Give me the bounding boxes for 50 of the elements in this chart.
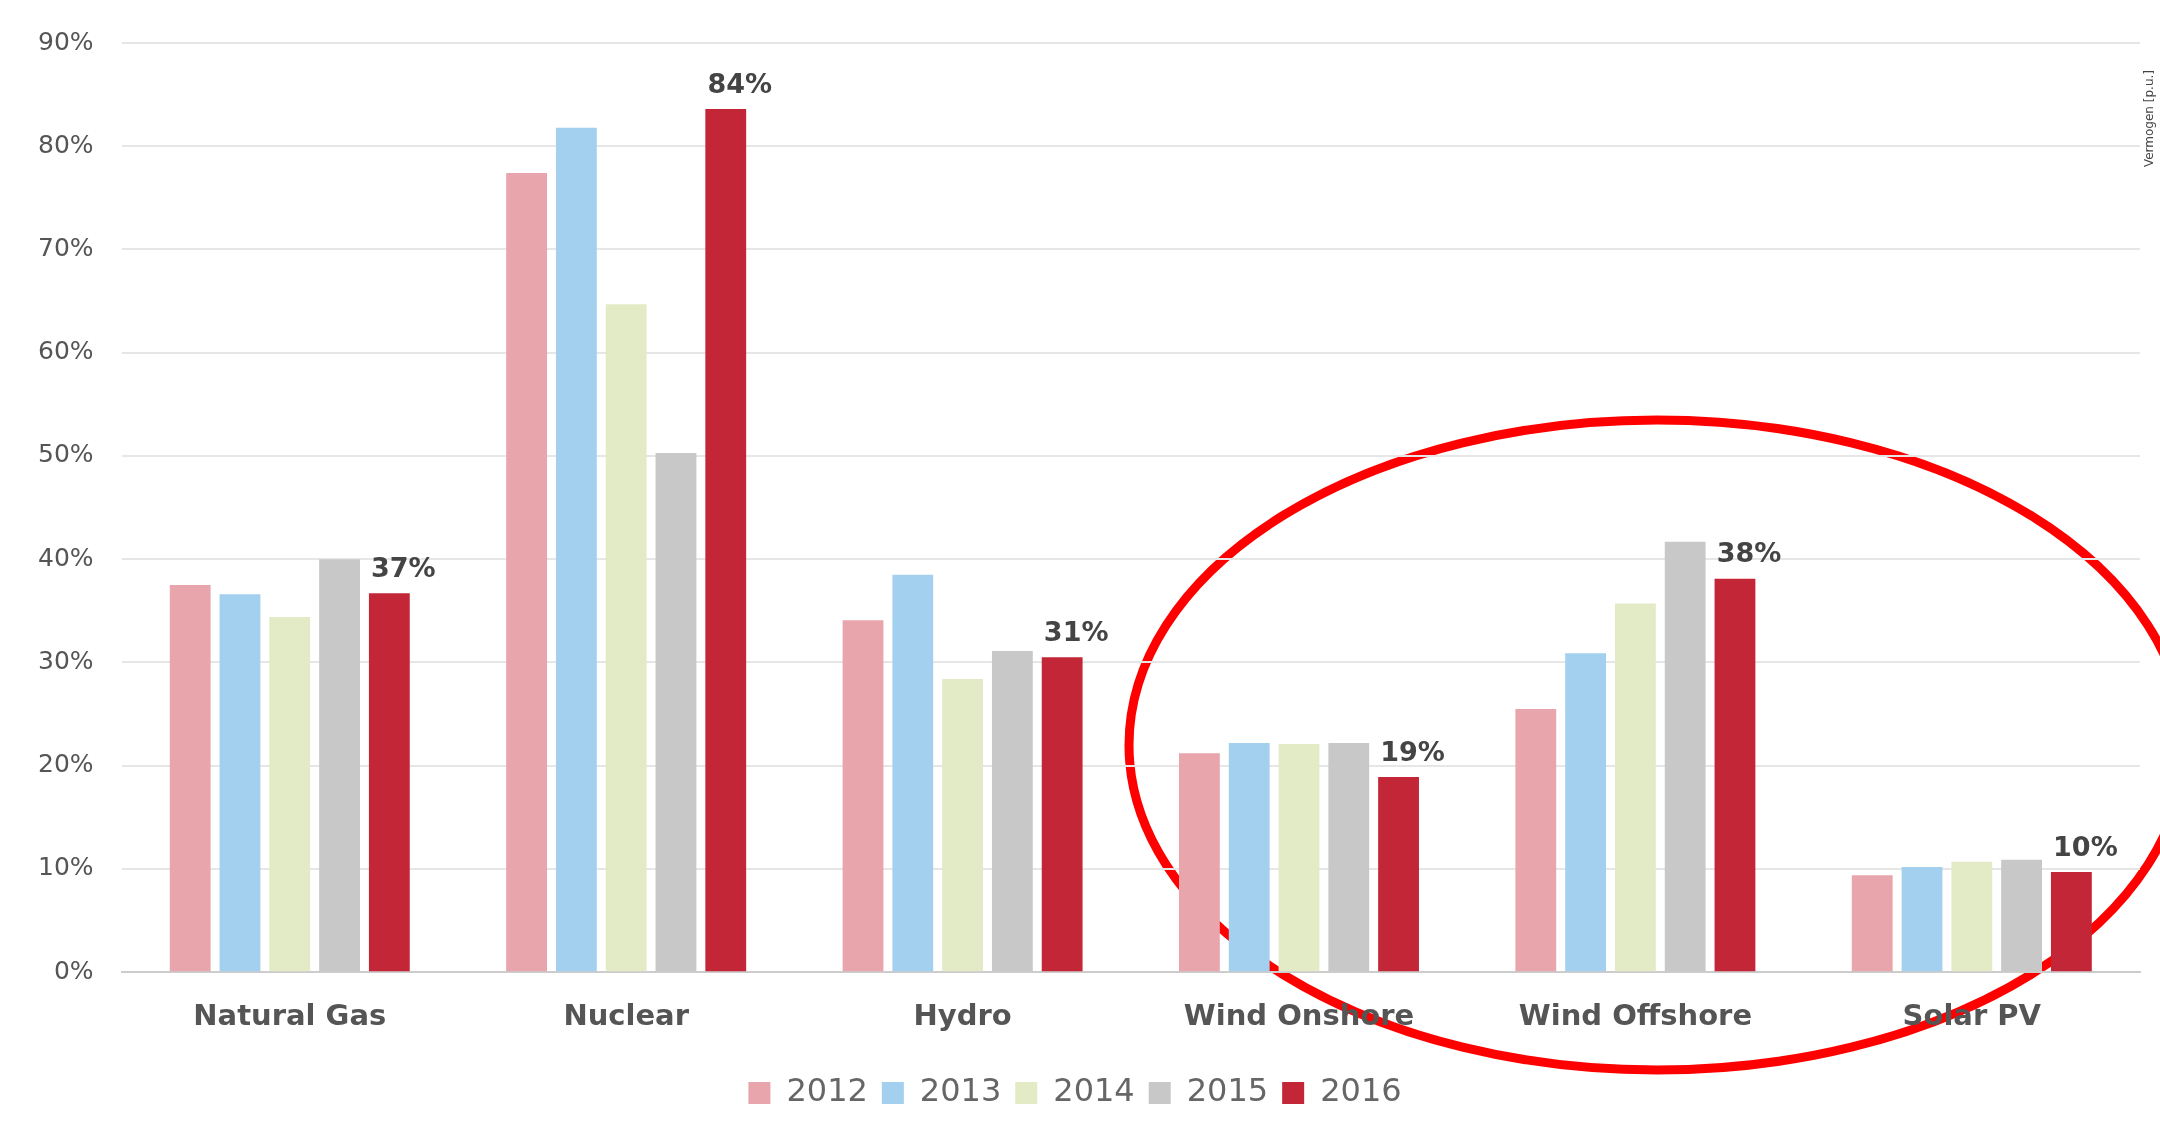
legend-label: 2016 (1320, 1071, 1402, 1110)
bar (1901, 866, 1943, 972)
y-tick-label: 50% (37, 439, 94, 469)
y-tick-label: 90% (37, 26, 94, 56)
bar (368, 593, 410, 972)
bar (269, 617, 311, 972)
legend-label: 2012 (786, 1071, 868, 1110)
bar (1565, 653, 1607, 972)
bar (892, 574, 934, 972)
data-label: 38% (1716, 537, 1782, 569)
y-tick-label: 0% (53, 955, 94, 985)
x-tick-label: Nuclear (563, 998, 690, 1033)
bar (1851, 875, 1893, 972)
bar (2050, 872, 2092, 972)
bar (506, 173, 548, 972)
bar (1951, 861, 1993, 972)
y-tick-label: 30% (37, 645, 94, 675)
bar (705, 109, 747, 972)
bar (1041, 657, 1083, 972)
bar (605, 304, 647, 972)
bar (219, 594, 261, 972)
data-label: 37% (371, 551, 436, 583)
bar (169, 585, 211, 972)
bar (1228, 743, 1270, 972)
y-tick-label: 60% (37, 336, 94, 366)
bar (1278, 744, 1320, 972)
bar (942, 678, 983, 972)
x-tick-label: Hydro (913, 998, 1012, 1033)
x-tick-label: Natural Gas (193, 998, 387, 1033)
y-tick-label: 10% (37, 852, 94, 882)
data-label: 84% (707, 67, 773, 99)
y-tick-label: 80% (37, 129, 94, 159)
legend-label: 2015 (1186, 1071, 1269, 1110)
text: Vermogen [p.u.] (2142, 70, 2156, 168)
x-tick-label: Wind Offshore (1518, 998, 1753, 1033)
data-label: 31% (1043, 615, 1109, 647)
y-tick-label: 20% (37, 749, 94, 779)
bar (1378, 777, 1419, 972)
data-label: 10% (2053, 830, 2118, 862)
data-label: 19% (1380, 735, 1445, 767)
legend-label: 2014 (1053, 1071, 1135, 1110)
bar (555, 127, 597, 972)
bar (1179, 753, 1220, 972)
legend-label: 2013 (919, 1071, 1002, 1110)
bar (842, 620, 884, 972)
bar (1614, 603, 1656, 972)
y-tick-label: 40% (37, 542, 94, 572)
bar (1714, 578, 1756, 972)
bar (1515, 708, 1557, 972)
y-tick-label: 70% (37, 232, 94, 262)
